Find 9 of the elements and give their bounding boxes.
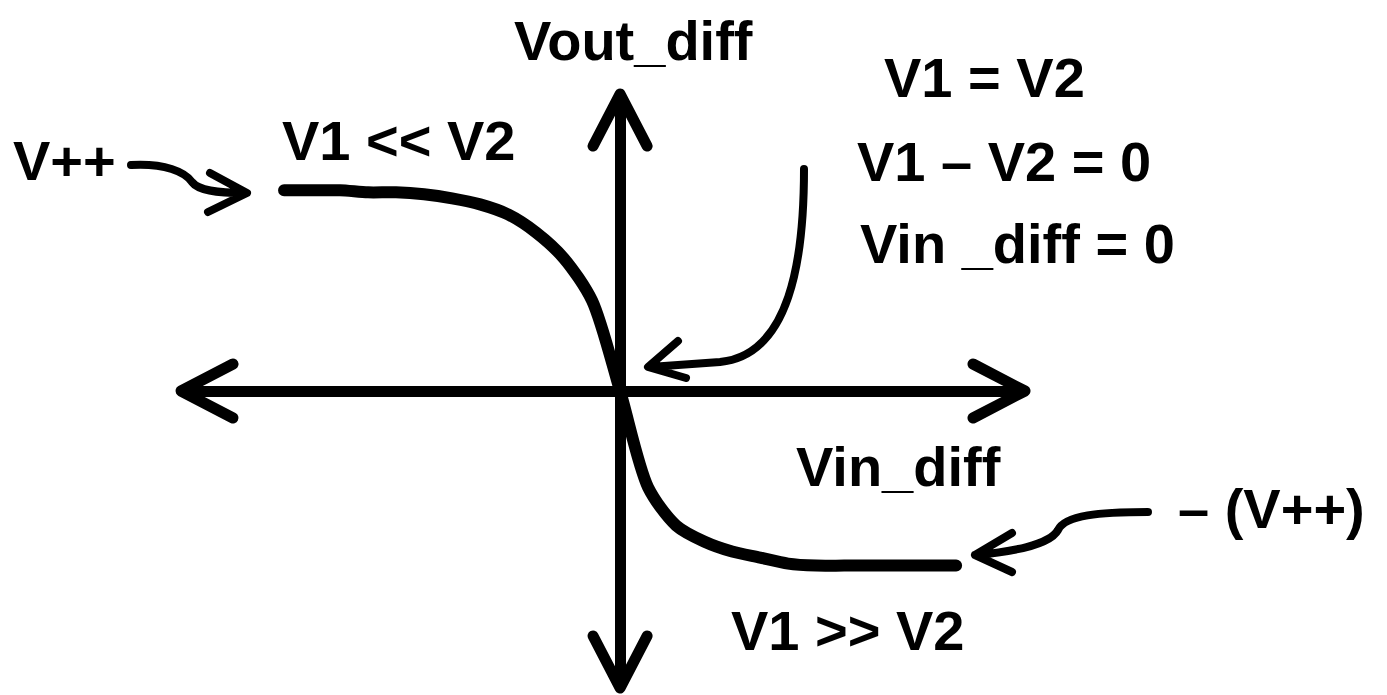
- x-axis-title: Vin_diff: [796, 435, 1001, 498]
- text: V1 >> V2: [731, 599, 965, 662]
- text: – (V++): [1178, 477, 1365, 540]
- text: V1 = V2: [884, 46, 1085, 109]
- text: V1 << V2: [282, 109, 516, 172]
- y-axis-title: Vout_diff: [514, 9, 753, 72]
- annotation: Vin _diff = 0: [860, 212, 1175, 275]
- text: V++: [13, 129, 116, 192]
- annotation: V1 – V2 = 0: [857, 130, 1152, 193]
